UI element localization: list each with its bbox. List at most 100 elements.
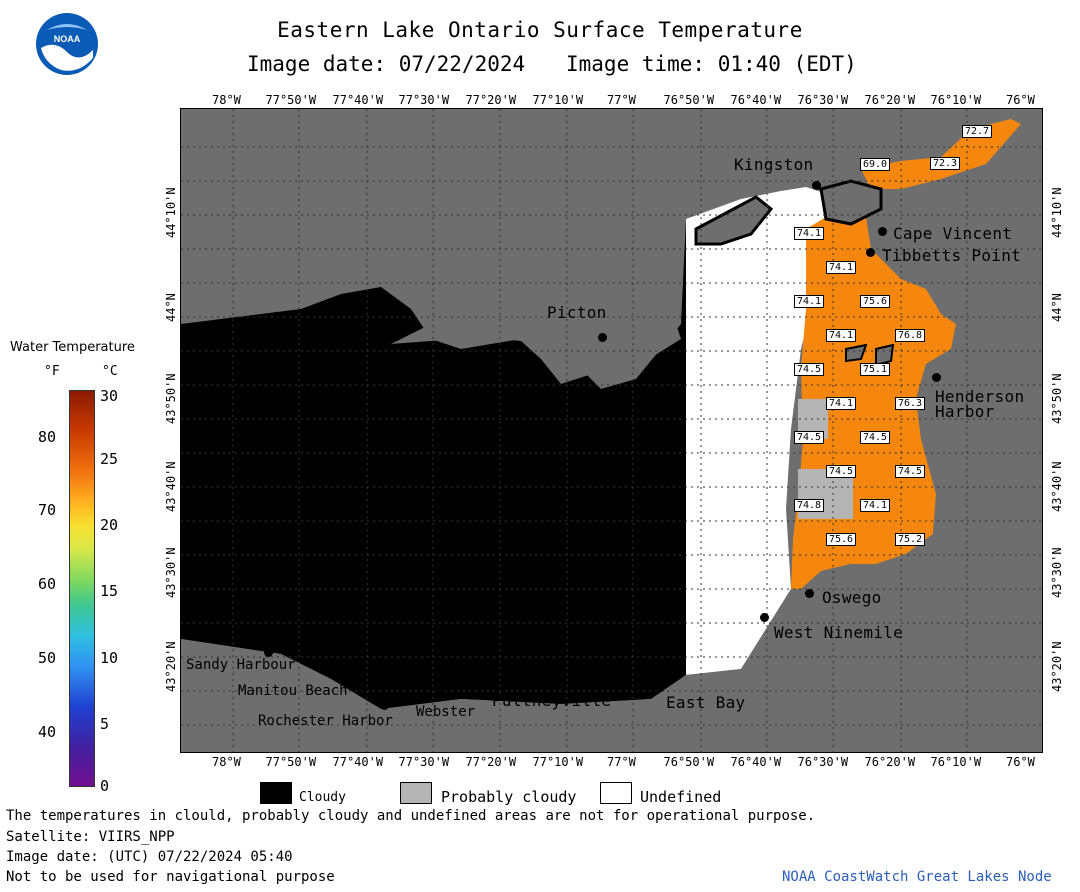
lat-label: 43°20'N [1050, 641, 1064, 692]
colorbar-title: Water Temperature [10, 340, 135, 355]
logo-text: NOAA [53, 34, 81, 44]
label-rochester-harbor: Rochester Harbor [258, 713, 393, 729]
lat-label: 43°30'N [1050, 547, 1064, 598]
footer-satellite: Satellite: VIIRS_NPP [6, 829, 175, 845]
legend-undefined-swatch [600, 782, 632, 804]
lon-label: 77°10'W [532, 93, 584, 107]
lon-label: 76°20'W [864, 93, 916, 107]
colorbar-c-tick: 25 [100, 450, 119, 468]
temp-label: 74.1 [794, 227, 825, 240]
sandy-harbour-marker [264, 648, 273, 657]
lat-label: 44°N [164, 293, 178, 322]
ny-land [181, 109, 1042, 752]
manitou-beach-marker [348, 674, 357, 683]
label-tibbetts-point: Tibbetts Point [882, 246, 1022, 265]
colorbar-f-tick: 80 [38, 428, 57, 446]
temp-label: 75.6 [826, 533, 857, 546]
lat-label: 44°N [1050, 293, 1064, 322]
label-henderson: Henderson [935, 387, 1025, 406]
kingston-marker [812, 181, 821, 190]
rochester-harbor-marker [380, 701, 389, 710]
temp-label: 76.3 [895, 397, 926, 410]
lon-label: 77°30'W [398, 755, 450, 769]
label-pultneyville: Pultneyville [492, 691, 612, 710]
lon-label: 77°20'W [465, 93, 517, 107]
label-west-ninemile: West Ninemile [774, 623, 904, 642]
lon-label: 76°W [1006, 93, 1035, 107]
colorbar [69, 390, 95, 787]
lon-label: 76°30'W [797, 93, 849, 107]
lon-label: 77°40'W [332, 755, 384, 769]
temp-label: 74.5 [826, 465, 857, 478]
lat-label: 43°30'N [164, 547, 178, 598]
colorbar-c-tick: 20 [100, 516, 119, 534]
temp-label: 74.1 [826, 261, 857, 274]
temp-label: 74.5 [860, 431, 891, 444]
lon-label: 76°30'W [797, 755, 849, 769]
lon-label: 76°50'W [663, 755, 715, 769]
colorbar-unit-c: °C [102, 364, 118, 379]
tibbetts-point-marker [866, 248, 875, 257]
temp-label: 72.3 [930, 157, 961, 170]
wolfe-island [819, 179, 883, 226]
legend-probably-cloudy-label: Probably cloudy [441, 788, 577, 806]
lat-label: 43°50'N [164, 373, 178, 424]
lat-label: 44°10'N [1050, 187, 1064, 238]
label-sandy-harbour: Sandy Harbour [186, 657, 296, 673]
temp-label: 74.5 [895, 465, 926, 478]
lon-label: 77°30'W [398, 93, 450, 107]
image-date: Image date: 07/22/2024 [247, 52, 526, 76]
footer-utc-date: Image date: (UTC) 07/22/2024 05:40 [6, 849, 293, 865]
lon-label: 78°W [212, 755, 241, 769]
colorbar-c-tick: 30 [100, 387, 119, 405]
lon-label: 77°50'W [265, 755, 317, 769]
legend-cloudy-label: Cloudy [299, 790, 346, 805]
galloo-island [845, 343, 868, 363]
legend-probably-cloudy-swatch [400, 782, 432, 804]
lon-label: 76°40'W [730, 93, 782, 107]
footer-credit: NOAA CoastWatch Great Lakes Node [782, 869, 1052, 885]
lon-label: 76°40'W [730, 755, 782, 769]
henderson-harbor-marker [932, 373, 941, 382]
colorbar-c-tick: 5 [100, 715, 110, 733]
lat-label: 44°10'N [164, 187, 178, 238]
pultneyville-marker [540, 681, 549, 690]
colorbar-f-tick: 50 [38, 649, 57, 667]
cape-vincent-marker [878, 227, 887, 236]
colorbar-c-tick: 15 [100, 582, 119, 600]
label-cape-vincent: Cape Vincent [893, 224, 1013, 243]
lat-label: 43°40'N [1050, 461, 1064, 512]
legend-cloudy-swatch [260, 782, 292, 804]
image-time: Image time: 01:40 (EDT) [566, 52, 857, 76]
temp-label: 76.8 [895, 329, 926, 342]
prince-edward-land [391, 309, 681, 384]
page-title: Eastern Lake Ontario Surface Temperature [277, 18, 803, 42]
lat-label: 43°20'N [164, 641, 178, 692]
temp-label: 75.1 [860, 363, 891, 376]
temp-label: 74.1 [860, 499, 891, 512]
lon-label: 77°10'W [532, 755, 584, 769]
west-ninemile-marker [760, 613, 769, 622]
noaa-logo: NOAA [35, 12, 99, 76]
undefined-area [686, 187, 831, 675]
label-harbor: Harbor [935, 402, 995, 421]
temp-label: 72.7 [962, 125, 993, 138]
footer-note: The temperatures in clould, probably clo… [6, 808, 816, 824]
temp-label: 74.8 [794, 499, 825, 512]
lat-label: 43°50'N [1050, 373, 1064, 424]
colorbar-f-tick: 60 [38, 575, 57, 593]
lon-label: 76°W [1006, 755, 1035, 769]
stony-island [875, 343, 895, 367]
webster-marker [438, 690, 447, 699]
lon-label: 76°10'W [930, 93, 982, 107]
lon-label: 76°50'W [663, 93, 715, 107]
lon-label: 77°40'W [332, 93, 384, 107]
lon-label: 77°W [607, 93, 636, 107]
footer-nav-warning: Not to be used for navigational purpose [6, 869, 335, 885]
lon-label: 77°W [607, 755, 636, 769]
warm-water-north [861, 119, 1021, 189]
temp-label: 74.1 [794, 295, 825, 308]
temp-label: 74.1 [826, 397, 857, 410]
small-island [694, 195, 774, 246]
label-east-bay: East Bay [666, 693, 746, 712]
